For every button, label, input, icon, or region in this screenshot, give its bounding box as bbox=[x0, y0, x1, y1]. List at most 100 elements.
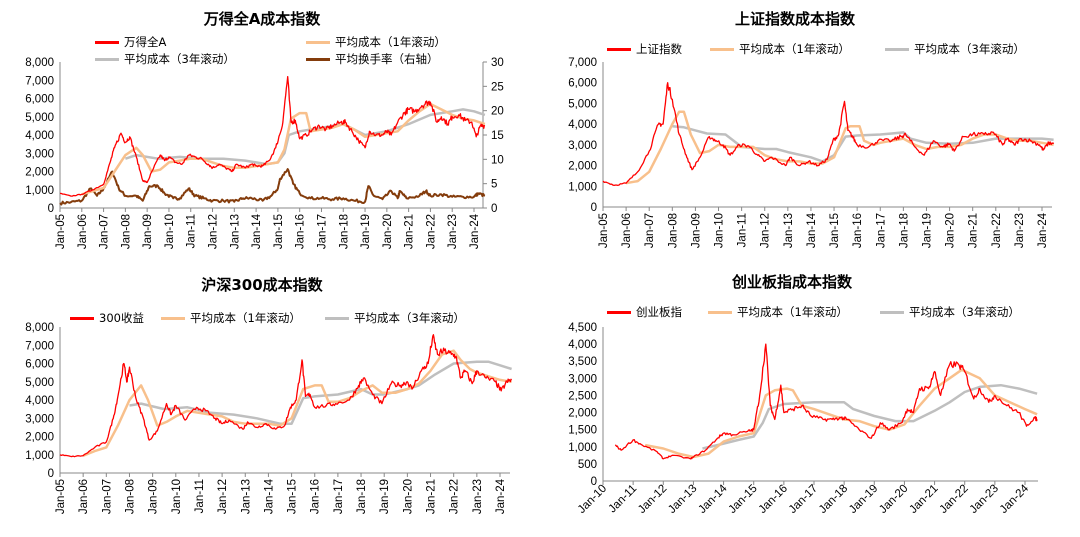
x-tick-label: Jan-16 bbox=[757, 483, 790, 516]
legend-label: 平均成本（1年滚动） bbox=[739, 42, 850, 56]
y-tick-label: 1,500 bbox=[568, 425, 597, 437]
x-tick-label: Jan-14 bbox=[806, 212, 818, 248]
legend-item: 平均成本（1年滚动） bbox=[710, 41, 850, 57]
legend-swatch bbox=[885, 47, 909, 51]
x-tick-label: Jan-12 bbox=[760, 213, 772, 248]
y-tick-label: 7,000 bbox=[568, 57, 597, 69]
y2-tick-label: 30 bbox=[491, 57, 504, 69]
x-tick-label: Jan-17 bbox=[316, 214, 328, 249]
x-tick-label: Jan-13 bbox=[240, 479, 252, 514]
x-tick-label: Jan-24 bbox=[495, 478, 507, 514]
series-line-cost-3y bbox=[129, 360, 512, 425]
series-line-cost-1y bbox=[644, 368, 1038, 459]
y-tick-label: 2,000 bbox=[25, 432, 54, 444]
y-tick-label: 4,000 bbox=[568, 339, 597, 351]
x-tick-label: Jan-23 bbox=[1014, 213, 1026, 248]
x-tick-label: Jan-06 bbox=[77, 214, 89, 249]
series-line-cost-3y bbox=[702, 383, 1038, 450]
y2-tick-label: 15 bbox=[491, 130, 504, 142]
series-line-index bbox=[59, 334, 513, 458]
legend-item: 平均成本（1年滚动） bbox=[161, 310, 301, 326]
legend-label: 300收益 bbox=[99, 311, 144, 325]
x-tick-label: Jan-24 bbox=[469, 213, 481, 249]
x-tick-label: Jan-09 bbox=[142, 214, 154, 249]
x-tick-label: Jan-20 bbox=[945, 213, 957, 248]
x-tick-label: Jan-23 bbox=[968, 483, 1001, 516]
x-tick-label: Jan-15 bbox=[273, 214, 285, 249]
x-tick-label: Jan-24 bbox=[998, 482, 1032, 516]
x-tick-label: Jan-09 bbox=[148, 479, 160, 514]
x-tick-label: Jan-17 bbox=[333, 479, 345, 514]
y-tick-label: 500 bbox=[578, 459, 597, 471]
y-tick-label: 5,000 bbox=[568, 98, 597, 110]
x-tick-label: Jan-21 bbox=[907, 483, 940, 516]
series-line-turnover bbox=[59, 168, 486, 206]
x-tick-label: Jan-17 bbox=[875, 213, 887, 248]
x-tick-label: Jan-20 bbox=[402, 479, 414, 514]
legend-swatch bbox=[325, 316, 349, 320]
y-tick-label: 8,000 bbox=[25, 57, 54, 69]
x-tick-label: Jan-20 bbox=[382, 214, 394, 249]
x-tick-label: Jan-14 bbox=[263, 478, 275, 514]
x-tick-label: Jan-12 bbox=[217, 479, 229, 514]
x-tick-label: Jan-10 bbox=[714, 213, 726, 248]
legend-swatch bbox=[607, 310, 631, 314]
x-tick-label: Jan-21 bbox=[426, 479, 438, 514]
y-tick-label: 3,000 bbox=[25, 413, 54, 425]
series-line-cost-1y bbox=[625, 110, 1054, 185]
series-line-cost-3y bbox=[125, 108, 486, 166]
x-tick-label: Jan-12 bbox=[208, 214, 220, 249]
x-tick-label: Jan-07 bbox=[101, 479, 113, 514]
y-tick-label: 6,000 bbox=[25, 94, 54, 106]
x-tick-label: Jan-07 bbox=[99, 214, 111, 249]
x-tick-label: Jan-18 bbox=[356, 479, 368, 514]
y2-tick-label: 20 bbox=[491, 106, 504, 118]
legend-label: 万得全A bbox=[124, 35, 167, 49]
y-tick-label: 3,500 bbox=[568, 356, 597, 368]
x-tick-label: Jan-18 bbox=[817, 483, 850, 516]
y-tick-label: 4,000 bbox=[568, 119, 597, 131]
series-line-index bbox=[59, 75, 486, 197]
x-tick-label: Jan-18 bbox=[898, 213, 910, 248]
y-tick-label: 5,000 bbox=[25, 377, 54, 389]
x-tick-label: Jan-14 bbox=[696, 482, 730, 516]
y-tick-label: 1,000 bbox=[568, 181, 597, 193]
legend-label: 平均成本（1年滚动） bbox=[737, 305, 848, 319]
x-tick-label: Jan-19 bbox=[847, 483, 880, 516]
legend-label: 平均成本（1年滚动） bbox=[335, 35, 446, 49]
chart-title: 沪深300成本指数 bbox=[201, 276, 323, 294]
legend-swatch bbox=[607, 47, 631, 51]
legend-item: 平均成本（3年滚动） bbox=[325, 310, 465, 326]
series-line-cost-3y bbox=[672, 124, 1054, 163]
y-tick-label: 5,000 bbox=[25, 112, 54, 124]
x-tick-label: Jan-13 bbox=[229, 214, 241, 249]
y2-tick-label: 10 bbox=[491, 154, 504, 166]
y-tick-label: 1,000 bbox=[25, 185, 54, 197]
x-tick-label: Jan-17 bbox=[787, 483, 820, 516]
x-tick-label: Jan-22 bbox=[449, 479, 461, 514]
x-tick-label: Jan-14 bbox=[251, 213, 263, 249]
x-tick-label: Jan-11 bbox=[607, 483, 640, 516]
x-tick-label: Jan-10 bbox=[164, 214, 176, 249]
y-tick-label: 1,000 bbox=[25, 450, 54, 462]
x-tick-label: Jan-06 bbox=[78, 479, 90, 514]
legend-label: 平均成本（3年滚动） bbox=[354, 311, 465, 325]
y-tick-label: 2,000 bbox=[25, 167, 54, 179]
legend-item: 300收益 bbox=[70, 310, 144, 326]
x-tick-label: Jan-21 bbox=[404, 214, 416, 249]
legend-item: 平均成本（1年滚动） bbox=[708, 304, 848, 320]
x-tick-label: Jan-13 bbox=[783, 213, 795, 248]
series-line-cost-1y bbox=[81, 102, 486, 196]
x-tick-label: Jan-24 bbox=[1037, 212, 1049, 248]
legend-item: 平均换手率（右轴） bbox=[306, 51, 439, 67]
legend-label: 平均成本（1年滚动） bbox=[190, 311, 301, 325]
x-tick-label: Jan-08 bbox=[667, 213, 679, 248]
x-tick-label: Jan-19 bbox=[360, 214, 372, 249]
x-tick-label: Jan-11 bbox=[194, 479, 206, 513]
y2-tick-label: 0 bbox=[491, 203, 497, 215]
series-line-index bbox=[602, 82, 1055, 186]
y-tick-label: 2,000 bbox=[568, 408, 597, 420]
x-tick-label: Jan-21 bbox=[968, 213, 980, 248]
y-tick-label: 0 bbox=[591, 202, 597, 214]
